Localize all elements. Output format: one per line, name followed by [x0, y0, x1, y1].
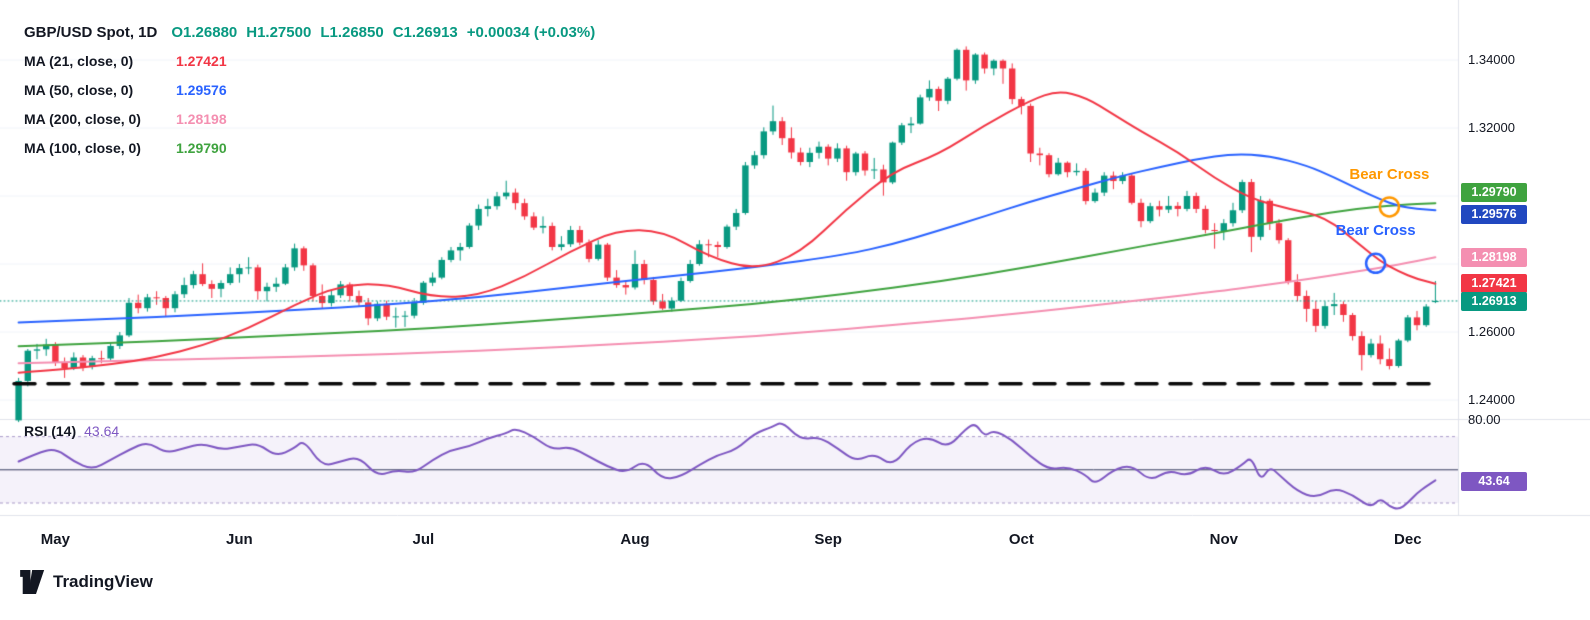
- month-label-may: May: [40, 531, 70, 548]
- rsi-value: 43.64: [84, 423, 120, 439]
- price-badge: 1.28198: [1461, 247, 1527, 267]
- price-axis-tick: 1.34000: [1468, 52, 1515, 67]
- ma21-legend-row[interactable]: MA (21, close, 0) 1.27421: [24, 47, 604, 76]
- month-label-jul: Jul: [412, 531, 435, 548]
- price-axis[interactable]: [1458, 0, 1590, 515]
- ma50-legend-row[interactable]: MA (50, close, 0) 1.29576: [24, 76, 604, 105]
- month-label-oct: Oct: [1008, 531, 1034, 548]
- tradingview-brand-text[interactable]: TradingView: [53, 572, 153, 591]
- ma100-label: MA (100, close, 0): [24, 140, 141, 156]
- ma200-label: MA (200, close, 0): [24, 111, 141, 127]
- month-label-jun: Jun: [226, 531, 253, 548]
- rsi-axis-tick: 80.00: [1468, 412, 1501, 427]
- ma100-value: 1.29790: [176, 140, 227, 156]
- ma21-label: MA (21, close, 0): [24, 53, 134, 69]
- tradingview-logo-icon[interactable]: [20, 570, 46, 594]
- open-value: O1.26880: [171, 24, 238, 41]
- symbol-row[interactable]: GBP/USD Spot, 1D O1.26880 H1.27500 L1.26850…: [24, 18, 604, 47]
- bear-cross-annotation-2[interactable]: Bear Cross: [1335, 222, 1416, 240]
- price-axis-tick: 1.32000: [1468, 120, 1515, 135]
- month-label-nov: Nov: [1209, 531, 1238, 548]
- high-value: H1.27500: [246, 24, 312, 41]
- rsi-legend-row[interactable]: RSI (14) 43.64: [24, 423, 119, 439]
- month-label-sep: Sep: [814, 531, 842, 548]
- price-badge: 1.27421: [1461, 273, 1527, 293]
- low-value: L1.26850: [320, 24, 384, 41]
- ma21-value: 1.27421: [176, 53, 227, 69]
- ma100-legend-row[interactable]: MA (100, close, 0) 1.29790: [24, 134, 604, 163]
- footer: TradingView: [20, 570, 153, 594]
- symbol-title[interactable]: GBP/USD Spot, 1D: [24, 24, 158, 41]
- price-badge: 1.26913: [1461, 291, 1527, 311]
- ma200-value: 1.28198: [176, 111, 227, 127]
- close-value: C1.26913: [392, 24, 458, 41]
- time-axis[interactable]: [0, 515, 1590, 560]
- rsi-label: RSI (14): [24, 423, 77, 439]
- price-badge: 1.29790: [1461, 182, 1527, 202]
- ma50-value: 1.29576: [176, 82, 227, 98]
- ma50-label: MA (50, close, 0): [24, 82, 134, 98]
- month-label-aug: Aug: [620, 531, 650, 548]
- chart-legend: GBP/USD Spot, 1D O1.26880 H1.27500 L1.26850…: [24, 18, 604, 163]
- change-value: +0.00034 (+0.03%): [466, 24, 596, 41]
- price-badge: 1.29576: [1461, 204, 1527, 224]
- price-axis-tick: 1.26000: [1468, 324, 1515, 339]
- ma200-legend-row[interactable]: MA (200, close, 0) 1.28198: [24, 105, 604, 134]
- rsi-value-badge: 43.64: [1461, 471, 1527, 491]
- bear-cross-annotation-1[interactable]: Bear Cross: [1349, 165, 1430, 183]
- price-axis-tick: 1.24000: [1468, 392, 1515, 407]
- month-label-dec: Dec: [1394, 531, 1422, 548]
